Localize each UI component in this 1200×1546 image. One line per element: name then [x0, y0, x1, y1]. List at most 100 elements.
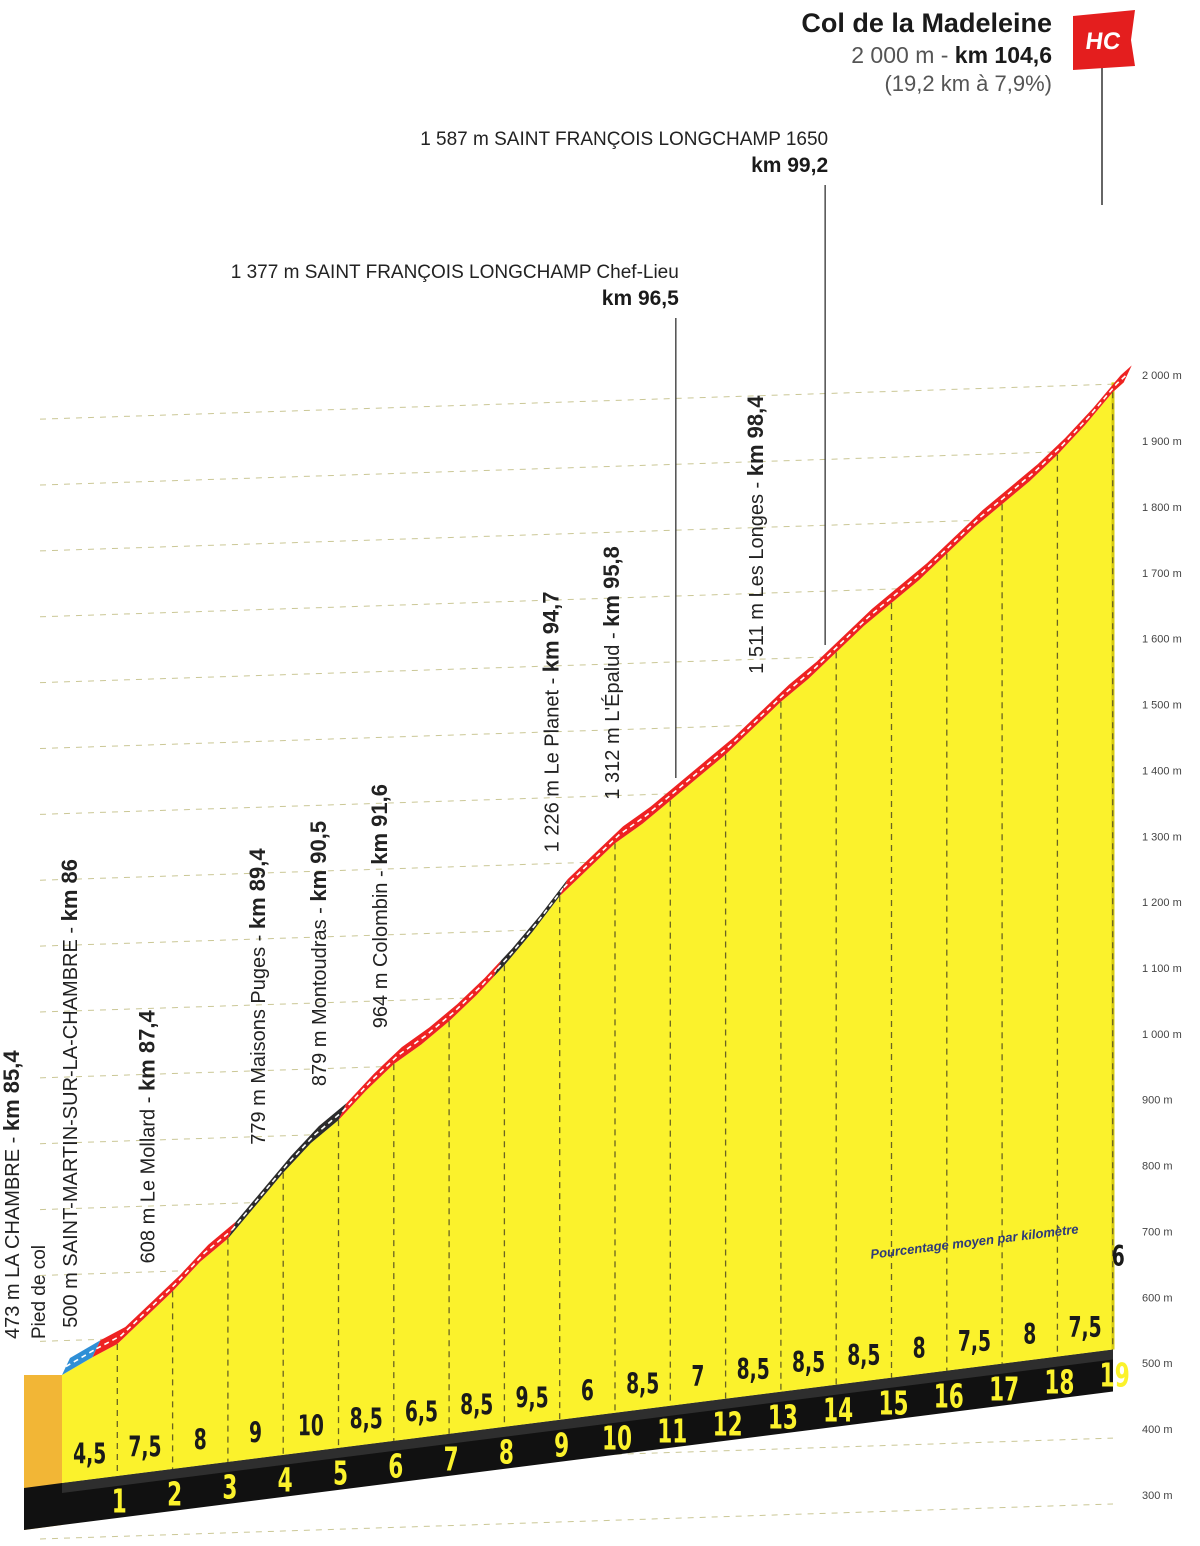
foot-block-shadow — [24, 1483, 62, 1530]
y-tick-label: 2 000 m — [1142, 370, 1182, 382]
waypoint-label: 1 312 m L'Épalud - km 95,8 — [599, 546, 624, 800]
km-marker: 1 — [112, 1482, 127, 1521]
km-marker: 17 — [989, 1370, 1019, 1409]
waypoint-label: 608 m Le Mollard - km 87,4 — [135, 1010, 160, 1264]
gradient-label: 6 — [1112, 1240, 1125, 1273]
road-centerline — [96, 1229, 233, 1350]
waypoint-label: 964 m Colombin - km 91,6 — [367, 784, 392, 1028]
km-marker: 9 — [554, 1426, 569, 1465]
y-tick-label: 1 600 m — [1142, 634, 1182, 646]
gradient-label: 9,5 — [515, 1381, 548, 1414]
waypoint-label: 879 m Montoudras - km 90,5 — [306, 821, 331, 1086]
y-tick-label: 1 700 m — [1142, 568, 1182, 580]
km-band — [62, 1349, 1113, 1525]
summit-altitude: 2 000 m - km 104,6 — [851, 42, 1052, 68]
gradient-label: 7,5 — [128, 1430, 161, 1463]
road-segment — [338, 960, 502, 1121]
hc-flag-shape — [1073, 10, 1135, 70]
waypoint-label: 1 511 m Les Longes - km 98,4 — [743, 395, 768, 674]
km-marker: 10 — [602, 1419, 632, 1458]
road-centerline — [496, 887, 565, 970]
km-marker: 8 — [499, 1433, 514, 1472]
y-tick-label: 500 m — [1142, 1358, 1173, 1370]
gradient-label: 8 — [194, 1423, 207, 1456]
km-marker: 5 — [333, 1454, 348, 1493]
gradient-label: 10 — [298, 1409, 324, 1442]
km-marker: 15 — [878, 1384, 908, 1423]
y-axis: 300 m 400 m 500 m 600 m 700 m 800 m 900 m 1 000… — [1142, 370, 1182, 1502]
hc-category-label: HC — [1084, 28, 1122, 55]
gradient-label: 8,5 — [792, 1346, 825, 1379]
y-tick-label: 1 200 m — [1142, 897, 1182, 909]
gradient-label: 7,5 — [958, 1325, 991, 1358]
gradient-label: 8,5 — [847, 1339, 880, 1372]
y-tick-label: 1 400 m — [1142, 765, 1182, 777]
waypoint-km: km 96,5 — [602, 287, 679, 310]
gradient-label: 4,5 — [73, 1437, 106, 1470]
waypoint-km: km 99,2 — [751, 154, 828, 177]
gradient-label: 6 — [581, 1374, 594, 1407]
road-segment — [62, 1340, 101, 1375]
km-marker: 2 — [167, 1475, 182, 1514]
waypoint-label: 473 m LA CHAMBRE - km 85,4 — [0, 1050, 24, 1339]
grid-line — [39, 383, 1114, 420]
km-marker: 3 — [222, 1468, 237, 1507]
gradient-label: 7,5 — [1068, 1311, 1101, 1344]
km-marker: 18 — [1044, 1363, 1074, 1402]
gradient-label: 8,5 — [626, 1367, 659, 1400]
y-tick-label: 1 300 m — [1142, 831, 1182, 843]
km-marker: 16 — [934, 1377, 964, 1416]
y-tick-label: 800 m — [1142, 1161, 1173, 1173]
waypoint-label: 779 m Maisons Puges - km 89,4 — [245, 848, 270, 1145]
km-band-top — [62, 1349, 1113, 1493]
gradient-label: 6,5 — [405, 1395, 438, 1428]
climb-title: Col de la Madeleine — [801, 8, 1052, 38]
road-centerline — [231, 1110, 344, 1231]
waypoint-label: 500 m SAINT-MARTIN-SUR-LA-CHAMBRE - km 8… — [57, 859, 82, 1328]
y-tick-label: 700 m — [1142, 1226, 1173, 1238]
km-marker: 12 — [713, 1405, 743, 1444]
waypoint-sublabel: Pied de col — [29, 1245, 50, 1339]
gradient-label: 8,5 — [460, 1388, 493, 1421]
road-centerline — [341, 968, 498, 1113]
km-marker: 11 — [657, 1412, 687, 1451]
y-tick-label: 1 800 m — [1142, 502, 1182, 514]
road-segment — [227, 1103, 347, 1239]
y-tick-label: 1 000 m — [1142, 1029, 1182, 1041]
road-segment — [92, 1221, 236, 1358]
gradient-label: 8,5 — [737, 1353, 770, 1386]
grid-line — [39, 1503, 1114, 1540]
waypoint-label: 1 226 m Le Planet - km 94,7 — [538, 591, 563, 852]
y-tick-label: 1 100 m — [1142, 963, 1182, 975]
profile-area — [62, 382, 1124, 1483]
y-tick-label: 1 500 m — [1142, 700, 1182, 712]
profile-fill — [62, 382, 1124, 1483]
road-segment — [559, 365, 1132, 897]
waypoint-label: 1 377 m SAINT FRANÇOIS LONGCHAMP Chef-Li… — [231, 262, 679, 283]
summit-stats: (19,2 km à 7,9%) — [884, 71, 1052, 96]
km-marker: 14 — [823, 1391, 853, 1430]
grid-line — [39, 449, 1114, 486]
y-tick-label: 900 m — [1142, 1095, 1173, 1107]
km-marker: 19 — [1100, 1356, 1130, 1395]
gradient-label: 8 — [1023, 1318, 1036, 1351]
gradient-label: 7 — [691, 1360, 704, 1393]
gradient-label: 8 — [913, 1332, 926, 1365]
y-tick-label: 400 m — [1142, 1424, 1173, 1436]
km-markers: 1 2 3 4 5 6 7 8 9 10 11 12 13 14 15 16 17 18 19 — [112, 1356, 1130, 1521]
y-tick-label: 1 900 m — [1142, 436, 1182, 448]
y-tick-label: 600 m — [1142, 1292, 1173, 1304]
hc-flag: HC — [1073, 10, 1135, 70]
road-line — [62, 365, 1132, 1375]
road-centerline — [65, 1348, 97, 1368]
road-centerline — [563, 373, 1129, 889]
gradient-label: 8,5 — [350, 1402, 383, 1435]
gradient-labels: 4,5 7,5 8 9 10 8,5 6,5 8,5 9,5 6 8,5 7 8,5 8,5 8,5 8 7,5… — [73, 1240, 1125, 1471]
y-tick-label: 300 m — [1142, 1490, 1173, 1502]
km-marker: 6 — [388, 1447, 403, 1486]
base-block — [24, 1349, 1113, 1530]
km-marker: 4 — [278, 1461, 293, 1500]
km-marker: 13 — [768, 1398, 798, 1437]
gradient-label: 9 — [249, 1416, 262, 1449]
